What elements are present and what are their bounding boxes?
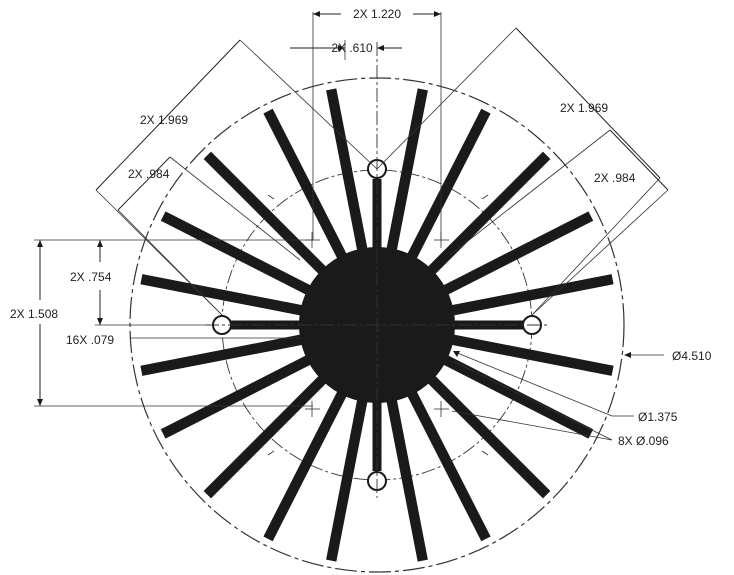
fin xyxy=(399,108,491,274)
dim-label-core: Ø1.375 xyxy=(638,410,678,424)
dim-label-left-984: 2X .984 xyxy=(128,167,170,181)
dim-2x-1220: 2X 1.220 xyxy=(312,7,442,240)
dim-label-2x-1508: 2X 1.508 xyxy=(10,307,58,321)
dim-label-2x-1220: 2X 1.220 xyxy=(353,7,401,21)
fin xyxy=(160,347,326,439)
hole-boss-fin xyxy=(437,320,523,330)
fin xyxy=(160,211,326,303)
dim-2x-610: 2X .610 xyxy=(290,40,402,60)
fin xyxy=(326,88,371,268)
dim-label-holes: 8X Ø.096 xyxy=(618,434,669,448)
fin xyxy=(263,376,355,542)
dim-label-right-1969: 2X 1.969 xyxy=(560,101,608,115)
bolt-circle-marks xyxy=(267,194,489,456)
dim-left-vertical: 2X .754 2X 1.508 xyxy=(10,239,313,407)
fin xyxy=(428,347,594,439)
fin xyxy=(140,331,320,376)
fin xyxy=(415,363,551,499)
dim-right-diagonal: 2X 1.969 2X .984 xyxy=(376,27,669,316)
fin xyxy=(203,363,339,499)
fin xyxy=(415,151,551,287)
fin xyxy=(434,274,614,319)
fin xyxy=(399,376,491,542)
fin xyxy=(140,274,320,319)
fin xyxy=(383,88,428,268)
dim-label-16x-079: 16X .079 xyxy=(66,333,114,347)
fin xyxy=(434,331,614,376)
dim-label-left-1969: 2X 1.969 xyxy=(140,113,188,127)
fin xyxy=(383,382,428,562)
fin xyxy=(203,151,339,287)
fin xyxy=(263,108,355,274)
dim-left-diagonal: 2X 1.969 2X .984 xyxy=(95,39,378,316)
dim-label-2x-610: 2X .610 xyxy=(331,41,373,55)
dim-right-callouts: Ø4.510 Ø1.375 8X Ø.096 xyxy=(451,349,712,448)
dim-fin-thickness: 16X .079 xyxy=(66,333,302,347)
dim-label-od: Ø4.510 xyxy=(672,349,712,363)
fin xyxy=(428,211,594,303)
dim-label-2x-754: 2X .754 xyxy=(70,270,112,284)
fin xyxy=(326,382,371,562)
dim-label-right-984: 2X .984 xyxy=(594,171,636,185)
